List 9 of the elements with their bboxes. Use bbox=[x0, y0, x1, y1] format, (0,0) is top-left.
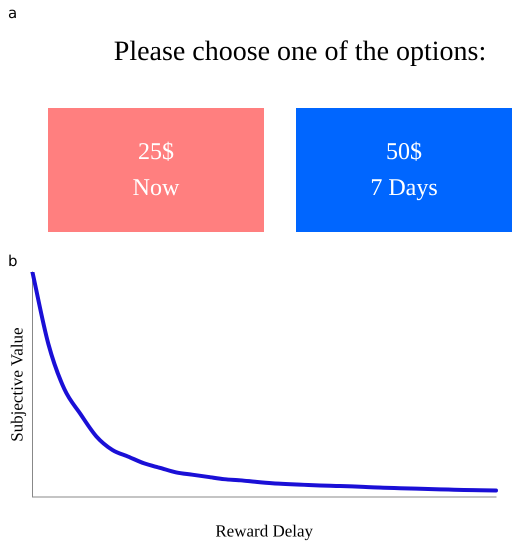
text: 7 Days bbox=[369, 174, 439, 203]
text: 50$ bbox=[385, 138, 423, 167]
text: 25$ bbox=[137, 138, 175, 167]
x-axis-title: Reward Delay bbox=[215, 521, 314, 540]
text: a bbox=[8, 4, 18, 22]
text: b bbox=[8, 252, 18, 270]
y-axis-title: Subjective Value bbox=[8, 327, 27, 442]
text: Please choose one of the options: bbox=[112, 36, 488, 68]
text: Now bbox=[132, 174, 180, 203]
